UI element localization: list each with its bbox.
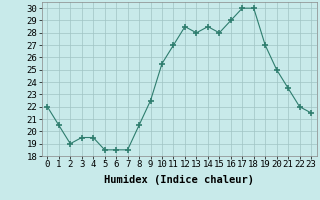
X-axis label: Humidex (Indice chaleur): Humidex (Indice chaleur)	[104, 175, 254, 185]
